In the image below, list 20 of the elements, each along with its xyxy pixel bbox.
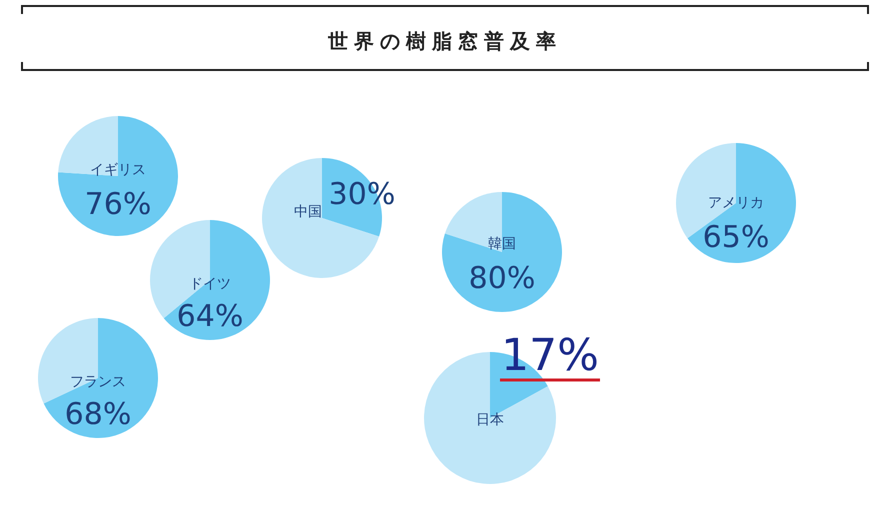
pie-slice [687,143,796,263]
text: 中国 [294,204,322,220]
data-label: 76% [84,187,152,222]
text: ドイツ [189,276,231,292]
data-label: 68% [64,397,132,432]
text: 世界の樹脂窓普及率 [327,29,562,53]
pie-slice [444,192,502,252]
text: イギリス [90,162,146,178]
text: 日本 [476,412,504,428]
data-label: 65% [702,220,770,255]
pie-slice [442,192,562,312]
pie-slice [58,116,178,236]
pie-slice [164,220,270,340]
data-label: 64% [176,299,244,334]
data-label: 80% [468,261,536,296]
pie-slice [58,116,118,176]
text: 韓国 [488,236,516,252]
text: アメリカ [708,195,764,211]
pie-slice [44,318,158,438]
data-label: 17% [501,330,599,381]
